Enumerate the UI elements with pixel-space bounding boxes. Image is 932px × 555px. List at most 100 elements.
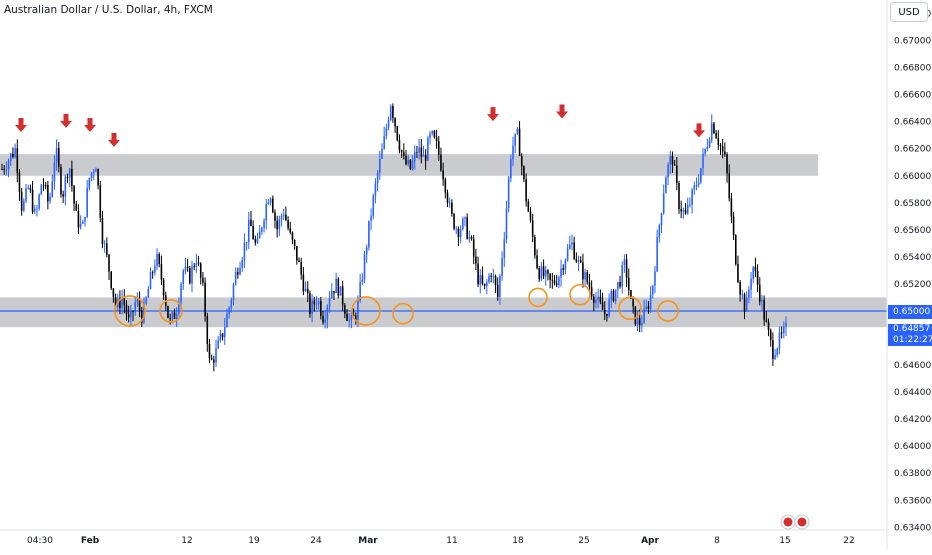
x-tick-label: 25 xyxy=(578,536,589,546)
candle-down xyxy=(734,235,737,264)
x-tick-label: 15 xyxy=(779,536,790,546)
candle-up xyxy=(136,299,139,303)
candle-down xyxy=(252,226,254,240)
candle-up xyxy=(689,204,691,206)
candle-down xyxy=(18,173,21,192)
candle-up xyxy=(38,194,40,209)
candle-up xyxy=(184,266,187,271)
candle-down xyxy=(16,148,19,174)
support-touch-circle xyxy=(569,283,591,306)
candle-up xyxy=(84,216,86,222)
candle-down xyxy=(680,209,682,212)
candle-down xyxy=(186,266,189,268)
candle-down xyxy=(732,216,735,236)
x-tick-label: Feb xyxy=(81,536,100,546)
candle-up xyxy=(25,188,27,201)
candle-up xyxy=(324,319,327,323)
y-tick-label: 0.64400 xyxy=(894,388,931,398)
current-price-value: 0.64857 xyxy=(893,324,931,334)
candle-down xyxy=(453,213,455,229)
candle-down xyxy=(110,271,112,289)
candle-up xyxy=(239,267,241,275)
candle-down xyxy=(1,169,3,170)
flag-icons[interactable] xyxy=(780,514,812,530)
currency-button[interactable]: USD xyxy=(890,2,928,22)
candle-up xyxy=(317,301,320,304)
candle-down xyxy=(138,299,141,311)
candle-down xyxy=(619,282,621,287)
support-touch-circle xyxy=(618,296,642,321)
candle-down xyxy=(293,239,296,247)
current-price-tag: 0.64857 01:22:27 xyxy=(888,324,932,346)
candle-up xyxy=(40,184,43,195)
candle-down xyxy=(483,283,486,287)
candle-down xyxy=(101,218,104,244)
candle-up xyxy=(459,229,462,238)
candle-down xyxy=(416,152,418,154)
y-tick-label: 0.65600 xyxy=(894,226,931,236)
candle-up xyxy=(608,299,610,317)
candle-down xyxy=(534,237,536,256)
candle-up xyxy=(566,248,569,260)
candle-up xyxy=(643,308,645,324)
candle-up xyxy=(265,204,268,221)
candle-down xyxy=(435,137,438,142)
candle-up xyxy=(361,279,364,283)
candle-down xyxy=(551,279,554,281)
candle-up xyxy=(68,168,71,178)
candle-up xyxy=(584,272,586,280)
candle-down xyxy=(108,254,110,272)
candle-up xyxy=(256,238,259,243)
candle-down xyxy=(276,220,278,230)
candle-down xyxy=(590,287,593,297)
candle-up xyxy=(385,127,388,136)
support-touch-circle xyxy=(657,300,679,322)
candle-up xyxy=(564,259,567,270)
candle-up xyxy=(278,219,281,230)
candle-up xyxy=(641,323,643,326)
resistance-zone xyxy=(0,154,818,176)
candle-down xyxy=(575,258,578,262)
y-tick-label: 0.63600 xyxy=(894,496,931,506)
candle-up xyxy=(223,327,226,338)
candle-down xyxy=(221,333,224,338)
candle-up xyxy=(560,268,562,278)
candle-up xyxy=(27,187,30,189)
candle-up xyxy=(514,133,517,146)
candle-up xyxy=(695,185,698,187)
candle-up xyxy=(708,140,711,147)
candle-down xyxy=(671,155,674,165)
candle-down xyxy=(287,220,289,229)
candle-down xyxy=(717,138,720,145)
candle-up xyxy=(667,164,669,178)
candle-up xyxy=(682,209,685,212)
candle-down xyxy=(719,144,722,147)
candle-up xyxy=(280,215,283,220)
candle-down xyxy=(553,280,556,284)
x-tick-label: Apr xyxy=(641,536,659,546)
candle-down xyxy=(420,147,423,157)
candle-down xyxy=(204,282,206,317)
candle-down xyxy=(721,146,724,152)
candle-up xyxy=(691,189,693,205)
candle-up xyxy=(499,275,501,297)
candle-up xyxy=(407,159,409,165)
x-tick-label: 8 xyxy=(714,536,720,546)
support-touch-circle xyxy=(528,287,548,308)
candle-up xyxy=(228,307,230,315)
candle-down xyxy=(767,321,770,331)
y-tick-label: 0.63800 xyxy=(894,469,931,479)
candle-down xyxy=(151,272,154,273)
candle-down xyxy=(531,220,534,238)
resistance-arrow-icon xyxy=(487,107,499,122)
candle-up xyxy=(461,218,464,230)
candle-down xyxy=(173,312,176,319)
candle-up xyxy=(64,176,67,197)
candle-up xyxy=(121,298,123,308)
candle-down xyxy=(739,282,741,295)
candle-up xyxy=(507,178,510,209)
x-tick-label: 24 xyxy=(310,536,322,546)
candle-up xyxy=(90,172,93,178)
